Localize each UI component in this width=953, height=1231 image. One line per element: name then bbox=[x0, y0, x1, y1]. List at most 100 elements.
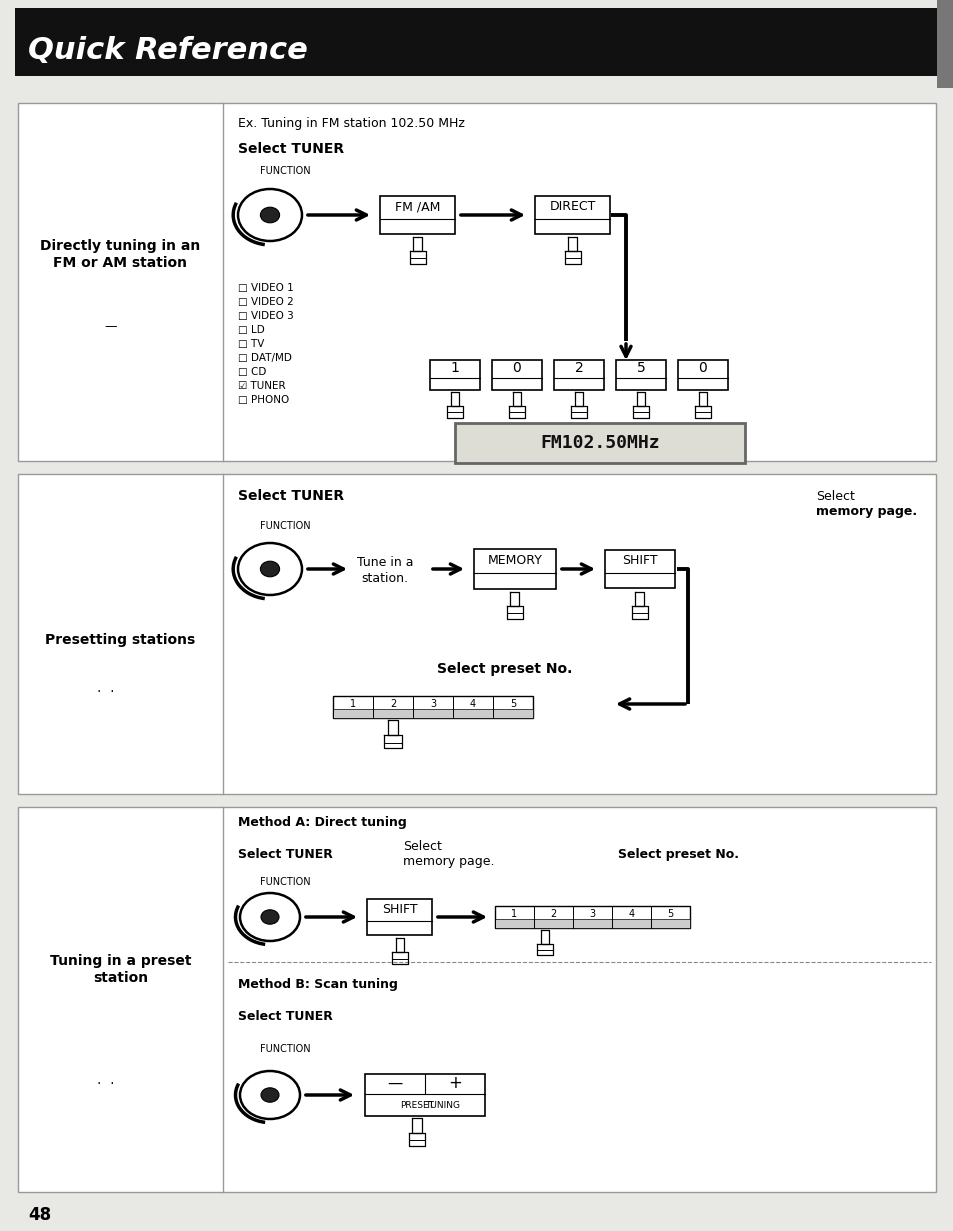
Text: SHIFT: SHIFT bbox=[621, 554, 658, 567]
Bar bbox=[535, 196, 610, 234]
Text: □ VIDEO 3: □ VIDEO 3 bbox=[237, 311, 294, 321]
Text: 4: 4 bbox=[628, 910, 634, 920]
Text: ☑ TUNER: ☑ TUNER bbox=[237, 382, 285, 391]
Text: —: — bbox=[387, 1076, 402, 1091]
Text: Quick Reference: Quick Reference bbox=[28, 36, 308, 64]
Text: Tune in a: Tune in a bbox=[356, 555, 413, 569]
Text: FUNCTION: FUNCTION bbox=[260, 521, 311, 531]
Bar bbox=[604, 550, 675, 588]
Text: □ DAT/MD: □ DAT/MD bbox=[237, 353, 292, 363]
Text: —: — bbox=[104, 320, 116, 332]
Text: DIRECT: DIRECT bbox=[549, 201, 596, 213]
Text: Tuning in a preset: Tuning in a preset bbox=[50, 954, 191, 968]
Text: □ LD: □ LD bbox=[237, 325, 265, 335]
Text: Presetting stations: Presetting stations bbox=[46, 634, 195, 648]
Ellipse shape bbox=[252, 1081, 288, 1109]
Text: 4: 4 bbox=[470, 699, 476, 709]
Text: station.: station. bbox=[361, 572, 408, 586]
Ellipse shape bbox=[261, 1088, 278, 1102]
Text: Select: Select bbox=[402, 841, 441, 853]
Text: PRESET: PRESET bbox=[399, 1101, 434, 1109]
Text: 0: 0 bbox=[698, 362, 706, 375]
Text: 2: 2 bbox=[550, 910, 556, 920]
Text: FUNCTION: FUNCTION bbox=[260, 166, 311, 176]
Text: 5: 5 bbox=[509, 699, 516, 709]
Text: □ PHONO: □ PHONO bbox=[237, 395, 289, 405]
Text: Select preset No.: Select preset No. bbox=[618, 848, 739, 862]
Text: ·  ·: · · bbox=[96, 684, 114, 699]
Bar bbox=[333, 709, 533, 718]
Text: 5: 5 bbox=[636, 362, 644, 375]
Text: station: station bbox=[92, 971, 148, 985]
Text: 1: 1 bbox=[511, 910, 517, 920]
Text: Select TUNER: Select TUNER bbox=[237, 142, 344, 156]
Text: 2: 2 bbox=[390, 699, 395, 709]
Text: +: + bbox=[448, 1075, 461, 1092]
Bar bbox=[365, 1073, 484, 1117]
Text: Ex. Tuning in FM station 102.50 MHz: Ex. Tuning in FM station 102.50 MHz bbox=[237, 117, 464, 129]
Ellipse shape bbox=[260, 207, 279, 223]
Bar bbox=[495, 920, 689, 928]
Bar bbox=[15, 7, 936, 76]
Text: FUNCTION: FUNCTION bbox=[260, 1044, 311, 1054]
Text: □ VIDEO 1: □ VIDEO 1 bbox=[237, 283, 294, 293]
Bar bbox=[380, 196, 455, 234]
Text: TUNING: TUNING bbox=[425, 1101, 460, 1109]
Bar bbox=[492, 359, 541, 390]
Ellipse shape bbox=[246, 1076, 294, 1114]
Ellipse shape bbox=[246, 899, 294, 936]
Text: 0: 0 bbox=[512, 362, 521, 375]
Bar bbox=[18, 808, 935, 1192]
Text: Select preset No.: Select preset No. bbox=[436, 662, 572, 676]
Bar bbox=[430, 359, 479, 390]
Ellipse shape bbox=[251, 199, 289, 230]
Text: Select: Select bbox=[815, 490, 854, 502]
Text: FM102.50MHz: FM102.50MHz bbox=[539, 435, 659, 452]
Text: 1: 1 bbox=[450, 362, 459, 375]
Text: 2: 2 bbox=[574, 362, 583, 375]
Bar bbox=[18, 103, 935, 460]
Bar bbox=[367, 899, 432, 936]
Ellipse shape bbox=[237, 543, 302, 595]
Text: 48: 48 bbox=[28, 1206, 51, 1224]
Text: Select TUNER: Select TUNER bbox=[237, 489, 344, 503]
Text: SHIFT: SHIFT bbox=[382, 902, 417, 916]
Ellipse shape bbox=[251, 554, 289, 585]
Text: Directly tuning in an: Directly tuning in an bbox=[40, 239, 200, 254]
Bar bbox=[333, 696, 533, 718]
Text: 3: 3 bbox=[430, 699, 436, 709]
Bar bbox=[495, 906, 689, 928]
Text: FM or AM station: FM or AM station bbox=[53, 256, 188, 270]
Ellipse shape bbox=[240, 892, 299, 940]
Text: 3: 3 bbox=[589, 910, 595, 920]
Text: 1: 1 bbox=[350, 699, 355, 709]
Ellipse shape bbox=[261, 910, 278, 924]
Text: Select TUNER: Select TUNER bbox=[237, 1011, 333, 1023]
Text: 5: 5 bbox=[667, 910, 673, 920]
Bar bbox=[18, 474, 935, 794]
Ellipse shape bbox=[245, 549, 294, 590]
Text: MEMORY: MEMORY bbox=[487, 554, 542, 566]
Bar bbox=[678, 359, 727, 390]
Text: FUNCTION: FUNCTION bbox=[260, 876, 311, 888]
Ellipse shape bbox=[245, 194, 294, 235]
Ellipse shape bbox=[252, 902, 288, 932]
Bar bbox=[616, 359, 665, 390]
Bar bbox=[474, 549, 556, 588]
Text: □ CD: □ CD bbox=[237, 367, 266, 377]
Text: memory page.: memory page. bbox=[815, 506, 916, 518]
Ellipse shape bbox=[260, 561, 279, 577]
Text: □ VIDEO 2: □ VIDEO 2 bbox=[237, 297, 294, 307]
Text: Select TUNER: Select TUNER bbox=[237, 848, 333, 862]
Text: Method A: Direct tuning: Method A: Direct tuning bbox=[237, 816, 406, 830]
Bar bbox=[554, 359, 603, 390]
Text: Method B: Scan tuning: Method B: Scan tuning bbox=[237, 979, 397, 991]
Text: FM /AM: FM /AM bbox=[395, 201, 440, 213]
Ellipse shape bbox=[240, 1071, 299, 1119]
Ellipse shape bbox=[237, 190, 302, 241]
Text: memory page.: memory page. bbox=[402, 856, 494, 869]
Text: ·  ·: · · bbox=[96, 1077, 114, 1091]
Bar bbox=[455, 423, 744, 463]
Text: □ TV: □ TV bbox=[237, 339, 264, 350]
Bar bbox=[936, 0, 953, 87]
